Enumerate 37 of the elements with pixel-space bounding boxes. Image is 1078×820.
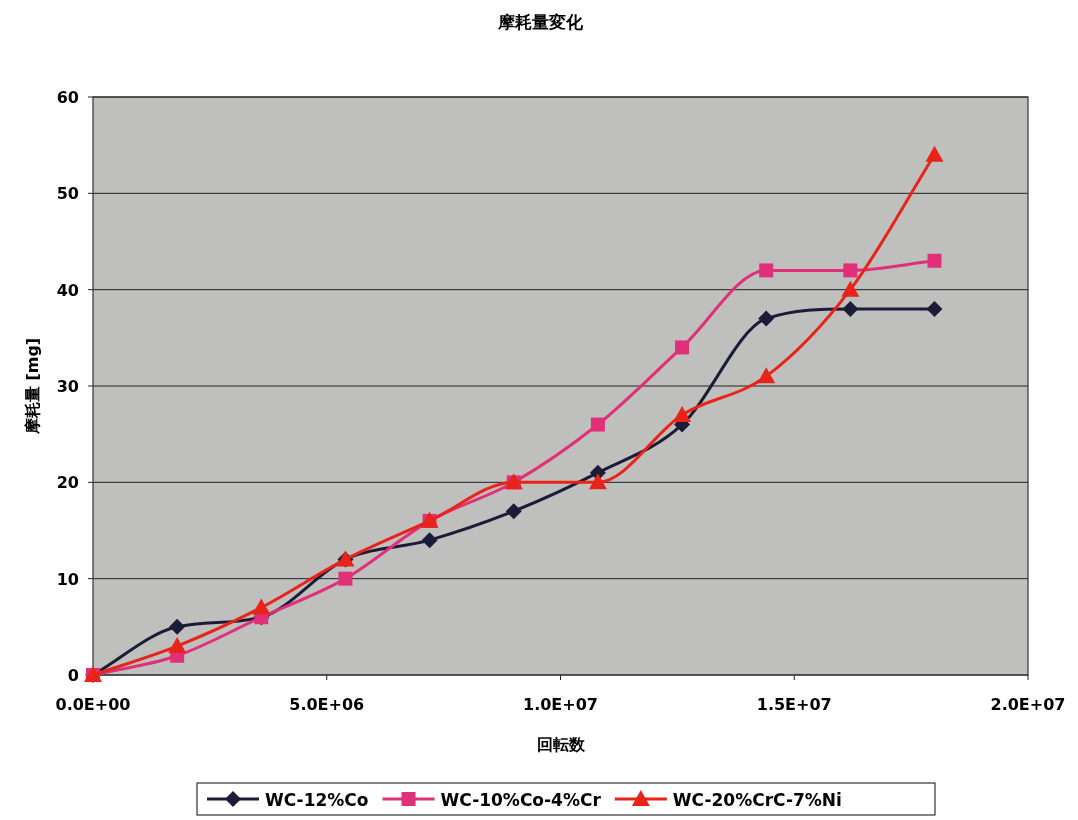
x-tick-label: 2.0E+07 xyxy=(990,695,1066,714)
point xyxy=(926,300,943,317)
chart-title: 摩耗量変化 xyxy=(496,12,584,32)
point xyxy=(590,417,605,432)
legend-label: WC-20%CrC-7%Ni xyxy=(672,790,842,810)
y-tick-label: 0 xyxy=(67,666,79,685)
point xyxy=(421,532,438,549)
x-axis-title: 回転数 xyxy=(536,735,586,754)
point xyxy=(757,367,776,384)
y-tick-label: 60 xyxy=(56,88,79,107)
point xyxy=(675,340,690,355)
legend-label: WC-12%Co xyxy=(265,790,369,810)
point xyxy=(927,253,942,268)
point xyxy=(252,598,271,615)
point xyxy=(843,263,858,278)
y-tick-label: 40 xyxy=(56,280,79,300)
point xyxy=(925,145,944,162)
point xyxy=(759,263,774,278)
y-axis-title: 摩耗量 [mg] xyxy=(23,337,42,436)
point xyxy=(758,310,775,327)
x-tick-label: 1.0E+07 xyxy=(523,695,598,714)
x-tick-label: 1.5E+07 xyxy=(756,695,832,714)
x-tick-label: 0.0E+00 xyxy=(55,695,131,714)
point xyxy=(842,300,859,317)
y-tick-label: 50 xyxy=(56,184,79,204)
y-tick-label: 30 xyxy=(56,377,79,396)
y-tick-label: 10 xyxy=(56,569,79,589)
x-tick-label: 5.0E+06 xyxy=(289,695,365,714)
point xyxy=(841,280,860,297)
point xyxy=(505,503,522,520)
y-tick-label: 20 xyxy=(56,473,79,493)
point xyxy=(169,618,186,635)
point xyxy=(168,637,187,654)
legend-label: WC-10%Co-4%Cr xyxy=(440,790,602,810)
point xyxy=(338,571,353,586)
point xyxy=(588,473,607,490)
point xyxy=(673,405,692,422)
